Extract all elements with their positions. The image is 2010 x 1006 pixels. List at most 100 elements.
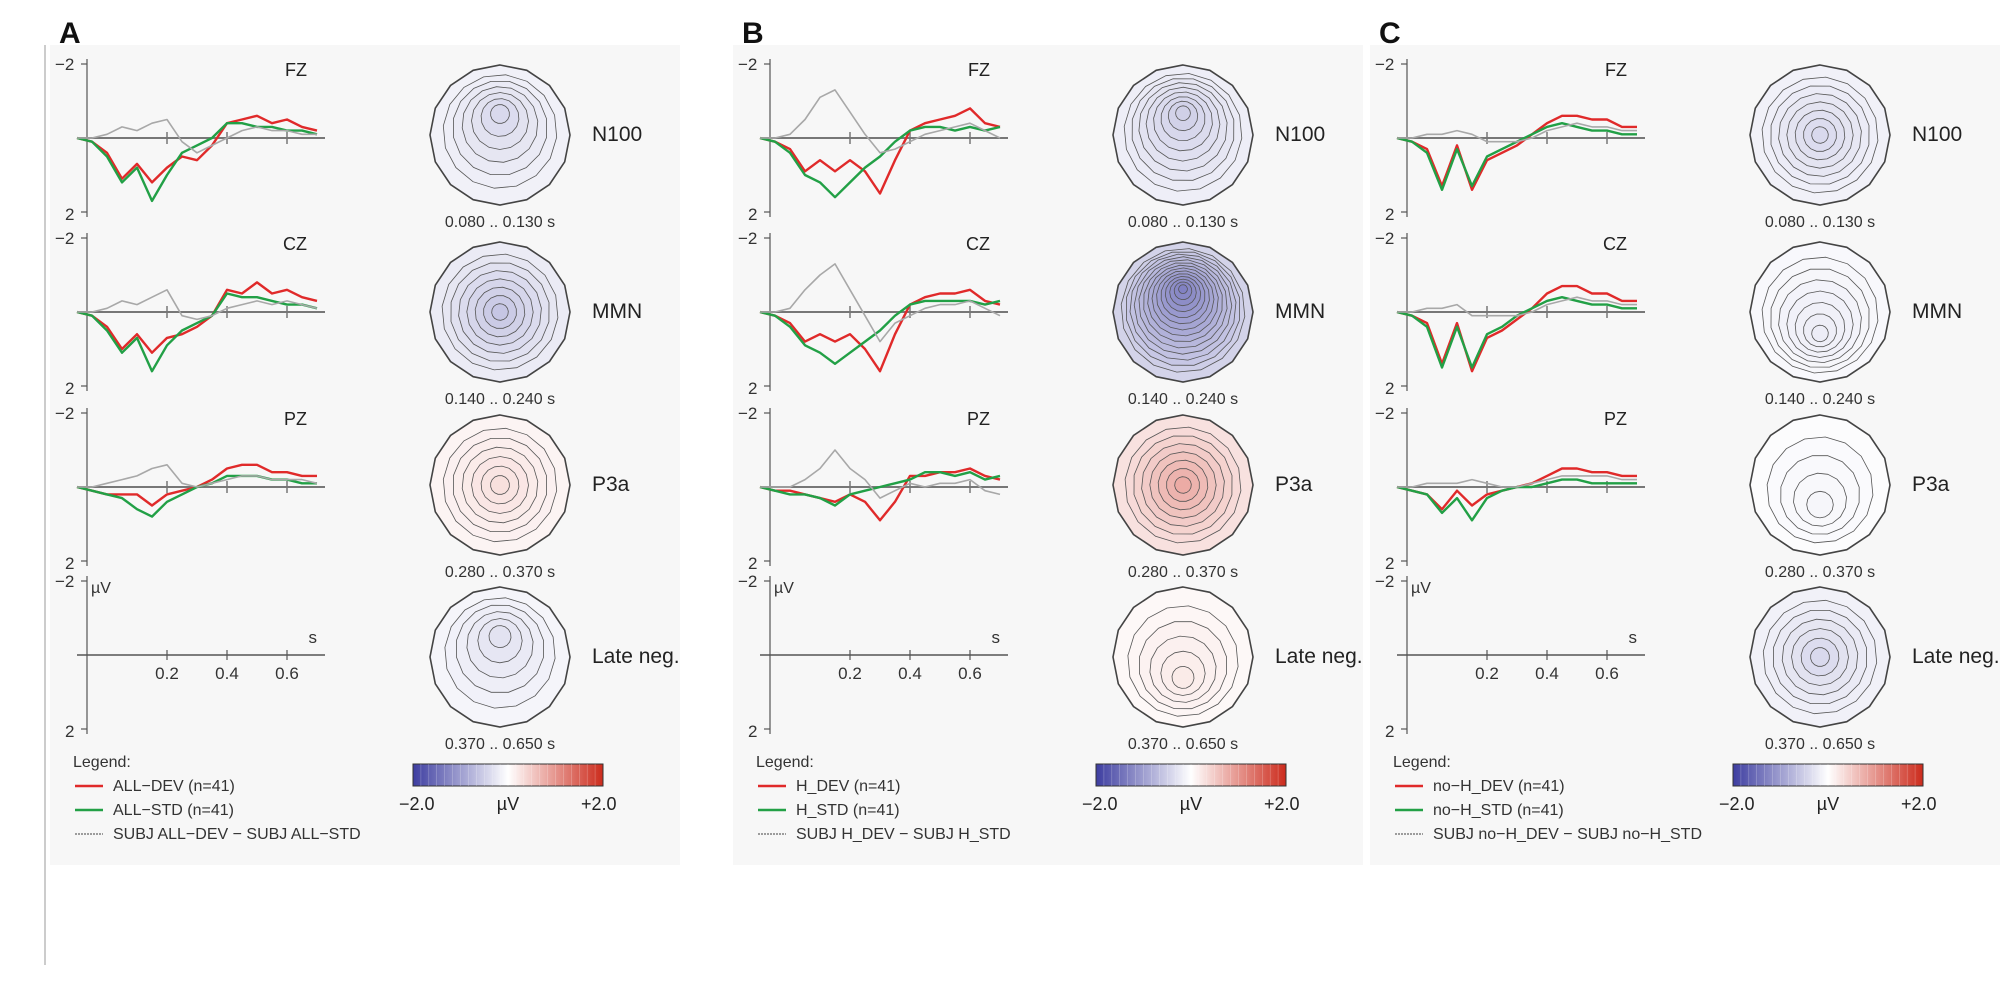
topomap-contour [1811, 324, 1829, 343]
legend-title: Legend: [73, 754, 131, 771]
series-line-diff-pz [77, 463, 318, 488]
series-line-diff-pz [760, 449, 1001, 499]
topomap-contour [490, 104, 510, 124]
colorbar: −2.0 µV +2.0 [1719, 763, 1937, 814]
topomap-component-label: MMN [592, 300, 642, 323]
x-tick-label: 0.2 [1475, 664, 1499, 683]
x-tick-label: 0.6 [958, 664, 982, 683]
topomap-time-window: 0.370 .. 0.650 s [1128, 736, 1238, 753]
channel-label-fz: FZ [968, 60, 990, 80]
series-line-dev-fz [76, 114, 318, 184]
x-tick-label: 0.2 [838, 664, 862, 683]
scale-axes: −2 2 µV 0.2 0.4 0.6 s [738, 572, 1008, 741]
series-line-std-fz [76, 121, 318, 203]
topomap-time-window: 0.080 .. 0.130 s [1765, 214, 1875, 231]
topomap-component-label: N100 [1912, 123, 1962, 146]
topomap-contour [488, 625, 512, 649]
colorbar-max-label: +2.0 [1901, 794, 1937, 814]
series-line-dev-cz [1396, 284, 1637, 373]
x-tick-label: 0.4 [1535, 664, 1559, 683]
erp-row-cz: −2 2 CZ [738, 229, 1008, 398]
topomap-n100: N100 0.080 .. 0.130 s [429, 64, 642, 231]
topomap-time-window: 0.140 .. 0.240 s [1765, 391, 1875, 408]
topomap-contour [491, 303, 509, 321]
erp-row-cz: −2 2 CZ [1375, 229, 1645, 398]
x-tick-label: 0.2 [155, 664, 179, 683]
topomap-time-window: 0.280 .. 0.370 s [1128, 564, 1238, 581]
topomap-time-window: 0.370 .. 0.650 s [1765, 736, 1875, 753]
channel-label-cz: CZ [1603, 234, 1627, 254]
panel-background [50, 45, 680, 865]
legend-entry-std: no−H_STD (n=41) [1433, 802, 1564, 819]
legend-entry-dev: ALL−DEV (n=41) [113, 778, 235, 795]
series-line-diff-cz [760, 263, 1001, 343]
topomap-mmn: MMN 0.140 .. 0.240 s [429, 241, 642, 408]
y-tick-label-neg: −2 [738, 572, 757, 591]
y-tick-label-neg: −2 [1375, 404, 1394, 423]
channel-label-cz: CZ [283, 234, 307, 254]
y-tick-label-pos: 2 [1385, 379, 1394, 398]
y-tick-label-neg: −2 [1375, 229, 1394, 248]
series-line-diff-fz [760, 89, 1001, 154]
y-tick-label-pos: 2 [1385, 205, 1394, 224]
topomap-contour [1171, 665, 1195, 689]
series-line-std-cz [759, 299, 1001, 365]
topomap-time-window: 0.080 .. 0.130 s [1128, 214, 1238, 231]
topomap-p3a: P3a 0.280 .. 0.370 s [429, 414, 630, 581]
series-line-diff-cz [77, 288, 318, 321]
topomap-time-window: 0.080 .. 0.130 s [445, 214, 555, 231]
topomap-late-neg-: Late neg. 0.370 .. 0.650 s [1112, 586, 1363, 753]
legend-entry-std: ALL−STD (n=41) [113, 802, 234, 819]
colorbar-max-label: +2.0 [581, 794, 617, 814]
topomap-time-window: 0.140 .. 0.240 s [1128, 391, 1238, 408]
topomap-n100: N100 0.080 .. 0.130 s [1112, 64, 1325, 231]
topomap-component-label: P3a [1275, 473, 1313, 496]
panel-letter: C [1379, 17, 1401, 50]
topomap-component-label: Late neg. [1275, 645, 1363, 668]
series-line-dev-pz [759, 467, 1001, 522]
y-tick-label-pos: 2 [65, 205, 74, 224]
topomap-component-label: MMN [1275, 300, 1325, 323]
topomap-late-neg-: Late neg. 0.370 .. 0.650 s [1749, 586, 2000, 753]
x-tick-label: 0.6 [275, 664, 299, 683]
legend-entry-std: H_STD (n=41) [796, 802, 900, 819]
legend-entry-dev: H_DEV (n=41) [796, 778, 901, 795]
colorbar-min-label: −2.0 [399, 794, 435, 814]
series-line-std-cz [76, 292, 318, 373]
y-axis-unit-label: µV [774, 580, 794, 597]
topomap-component-label: P3a [1912, 473, 1950, 496]
panel-letter: B [742, 17, 764, 50]
legend: Legend: H_DEV (n=41) H_STD (n=41) SUBJ H_DE… [756, 754, 1011, 843]
topomap-n100: N100 0.080 .. 0.130 s [1749, 64, 1962, 231]
topomap-time-window: 0.280 .. 0.370 s [445, 564, 555, 581]
topomap-p3a: P3a 0.280 .. 0.370 s [1749, 414, 1950, 581]
topomap-contour [1806, 490, 1834, 519]
legend-entry-dev: no−H_DEV (n=41) [1433, 778, 1565, 795]
y-axis-unit-label: µV [1411, 580, 1431, 597]
topomap-component-label: MMN [1912, 300, 1962, 323]
topomap-late-neg-: Late neg. 0.370 .. 0.650 s [429, 586, 680, 753]
channel-label-pz: PZ [284, 409, 307, 429]
series-line-dev-fz [1396, 114, 1637, 192]
topomap-contour [1178, 284, 1188, 294]
topomap-contour [490, 475, 510, 495]
topomap-component-label: N100 [592, 123, 642, 146]
topomap-contour [1175, 105, 1191, 122]
channel-label-pz: PZ [1604, 409, 1627, 429]
topomap-contour [1174, 476, 1192, 494]
x-axis-unit-label: s [309, 628, 318, 647]
erp-row-fz: −2 2 FZ [1375, 55, 1645, 224]
y-axis-unit-label: µV [91, 580, 111, 597]
erp-row-pz: −2 2 PZ [738, 404, 1008, 573]
panel-background [733, 45, 1363, 865]
y-tick-label-pos: 2 [748, 205, 757, 224]
x-tick-label: 0.4 [898, 664, 922, 683]
colorbar-min-label: −2.0 [1082, 794, 1118, 814]
channel-label-pz: PZ [967, 409, 990, 429]
topomap-time-window: 0.280 .. 0.370 s [1765, 564, 1875, 581]
series-line-dev-cz [759, 288, 1001, 373]
series-line-dev-fz [759, 107, 1001, 195]
